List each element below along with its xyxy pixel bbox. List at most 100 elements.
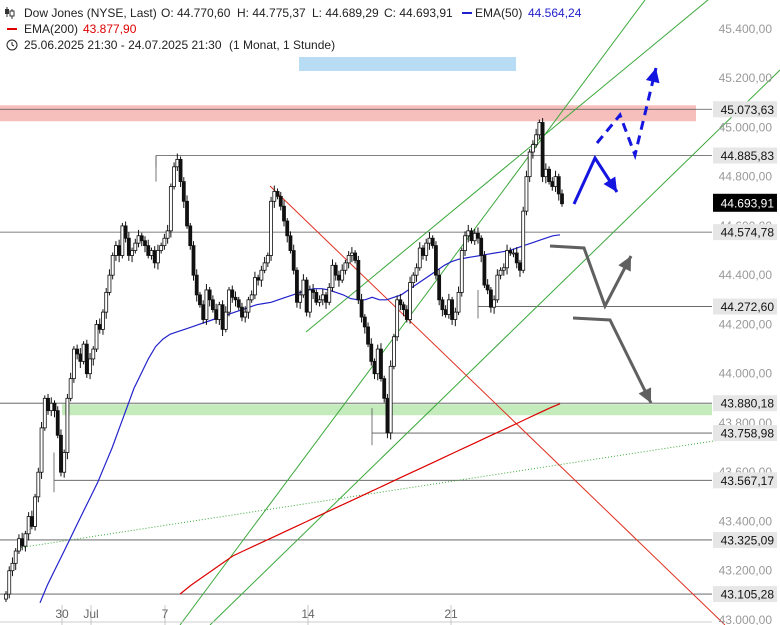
- candle-down: [75, 348, 80, 355]
- downtrend-line: [269, 185, 726, 625]
- candle-down: [488, 289, 493, 308]
- candle-up: [524, 176, 529, 212]
- candle-down: [476, 232, 480, 239]
- candle-up: [149, 250, 154, 256]
- candle-down: [220, 304, 225, 330]
- candle-up: [104, 292, 109, 313]
- level-label: 44.885,83: [721, 149, 775, 163]
- resistance-zone: [0, 105, 696, 122]
- candle-up: [168, 186, 173, 232]
- y-tick-label: 43.000,00: [719, 613, 773, 625]
- candle-down: [230, 289, 235, 298]
- instrument-title: Dow Jones (NYSE, Last): [24, 6, 157, 20]
- candle-down: [178, 159, 183, 182]
- candle-up: [10, 562, 15, 572]
- level-box: [713, 147, 777, 164]
- candle-up: [346, 255, 351, 264]
- candles-layer: [4, 118, 564, 603]
- candle-down: [550, 181, 555, 187]
- candle-down: [398, 299, 403, 306]
- candle-down: [556, 176, 561, 195]
- candle-down: [479, 237, 484, 256]
- candle-down: [437, 274, 442, 301]
- candle-up: [349, 252, 354, 256]
- candle-down: [291, 250, 296, 271]
- date-range: 25.06.2025 21:30 - 24.07.2025 21:30: [24, 38, 222, 52]
- level-box: [713, 472, 777, 489]
- candle-up: [23, 533, 28, 547]
- candle-down: [207, 289, 212, 301]
- candle-down: [236, 299, 241, 308]
- candle-up: [101, 311, 105, 330]
- candle-up: [136, 235, 141, 244]
- x-tick-label: Jul: [83, 607, 98, 621]
- candle-down: [198, 294, 202, 306]
- candle-up: [259, 269, 264, 281]
- y-tick-label: 44.200,00: [719, 317, 773, 331]
- grey-arrow-rebound: [549, 244, 633, 310]
- candle-up: [71, 348, 76, 380]
- candle-up: [120, 225, 125, 256]
- candle-up: [49, 402, 54, 412]
- candle-up: [501, 267, 506, 271]
- y-tick-label: 43.200,00: [719, 564, 773, 578]
- candle-up: [13, 550, 18, 564]
- long-trend-dotted-line: [17, 439, 721, 549]
- ema200-line: [179, 403, 561, 595]
- candle-up: [165, 230, 170, 239]
- candle-down: [256, 277, 261, 281]
- candle-up: [298, 294, 303, 303]
- low-value: L: 44.689,29: [312, 6, 379, 20]
- y-tick-label: 44.800,00: [719, 170, 773, 184]
- candle-down: [146, 245, 151, 256]
- candle-up: [527, 151, 532, 178]
- candle-down: [366, 326, 370, 345]
- candle-down: [191, 245, 196, 276]
- candle-up: [265, 255, 270, 264]
- candle-up: [521, 210, 526, 271]
- candle-down: [201, 304, 206, 320]
- level-box: [713, 395, 777, 412]
- candle-up: [392, 336, 396, 367]
- candle-down: [314, 292, 319, 303]
- candle-down: [514, 252, 519, 264]
- candle-down: [46, 397, 50, 412]
- candle-up: [330, 264, 335, 288]
- candle-up: [7, 570, 12, 595]
- level-label: 44.574,78: [721, 226, 775, 240]
- candle-down: [55, 410, 60, 436]
- level-label: 43.567,17: [721, 474, 775, 488]
- candle-up: [227, 289, 231, 313]
- candle-up: [272, 191, 277, 202]
- level-box: [713, 531, 777, 548]
- ema50-label: EMA(50): [475, 6, 522, 20]
- candle-up: [262, 262, 267, 271]
- candle-up: [172, 166, 176, 187]
- level-label: 44.272,60: [721, 300, 775, 314]
- candle-up: [472, 232, 477, 242]
- candle-up: [505, 250, 509, 269]
- candle-down: [379, 348, 383, 380]
- candle-down: [337, 274, 341, 281]
- y-tick-label: 45.400,00: [719, 22, 773, 36]
- candle-up: [68, 378, 73, 399]
- candle-up: [408, 282, 412, 320]
- candle-up: [327, 287, 332, 303]
- candle-down: [540, 122, 545, 178]
- candle-up: [88, 358, 92, 375]
- level-box: [713, 425, 777, 442]
- candle-down: [123, 225, 128, 239]
- candle-up: [162, 237, 167, 247]
- candle-down: [385, 397, 390, 434]
- current-price-label: 44.693,91: [721, 196, 775, 210]
- candle-down: [285, 220, 290, 237]
- close-value: C: 44.693,91: [384, 6, 453, 20]
- candle-up: [62, 452, 67, 473]
- candle-down: [353, 252, 358, 261]
- candle-down: [84, 343, 89, 375]
- candle-down: [117, 245, 122, 256]
- candle-up: [492, 299, 497, 308]
- candle-down: [20, 538, 25, 547]
- candle-up: [253, 277, 257, 296]
